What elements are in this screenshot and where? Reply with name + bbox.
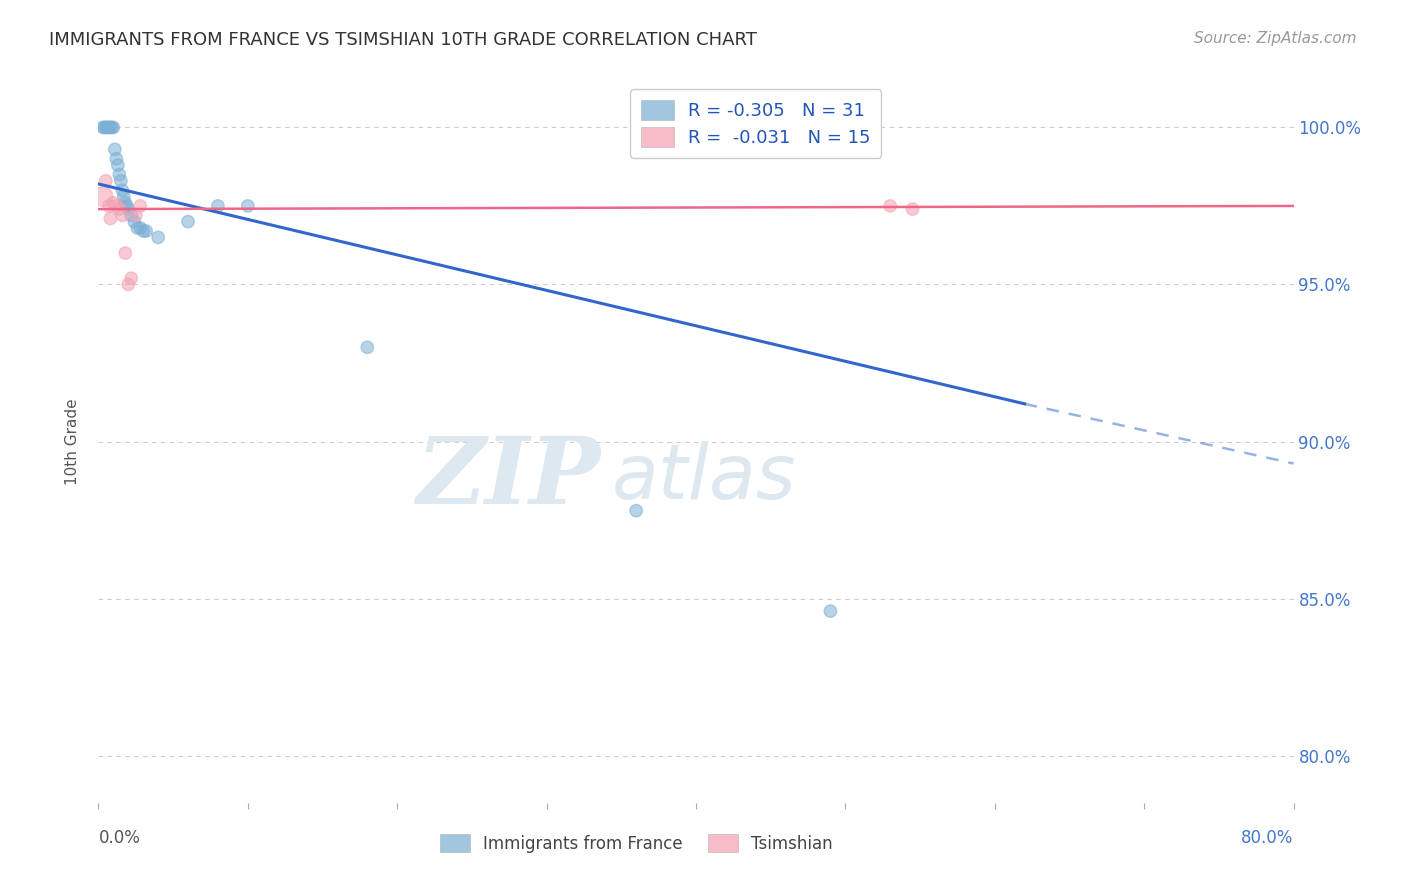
Point <box>103 195 125 210</box>
Point <box>94 174 117 188</box>
Point <box>117 277 139 292</box>
Point <box>108 202 131 216</box>
Text: IMMIGRANTS FROM FRANCE VS TSIMSHIAN 10TH GRADE CORRELATION CHART: IMMIGRANTS FROM FRANCE VS TSIMSHIAN 10TH… <box>49 31 756 49</box>
Point <box>94 120 117 135</box>
Point <box>97 120 120 135</box>
Text: 80.0%: 80.0% <box>1241 829 1294 847</box>
Point <box>98 120 122 135</box>
Point <box>132 224 155 238</box>
Point <box>879 199 901 213</box>
Point <box>107 158 129 172</box>
Point <box>127 221 149 235</box>
Point <box>110 174 132 188</box>
Point <box>105 199 128 213</box>
Point <box>120 271 142 285</box>
Point <box>96 120 118 135</box>
Point <box>98 211 122 226</box>
Point <box>820 604 842 618</box>
Point <box>901 202 924 216</box>
Text: 0.0%: 0.0% <box>98 829 141 847</box>
Point <box>104 142 127 156</box>
Point <box>111 183 134 197</box>
Point <box>115 199 138 213</box>
Point <box>101 120 124 135</box>
Legend: Immigrants from France, Tsimshian: Immigrants from France, Tsimshian <box>433 828 839 860</box>
Point <box>129 221 152 235</box>
Point <box>124 214 146 228</box>
Point <box>236 199 259 213</box>
Text: atlas: atlas <box>613 441 797 515</box>
Y-axis label: 10th Grade: 10th Grade <box>65 398 80 485</box>
Point <box>125 208 148 222</box>
Text: ZIP: ZIP <box>416 433 600 523</box>
Point <box>117 202 139 216</box>
Point <box>108 168 131 182</box>
Point <box>111 208 134 222</box>
Point <box>91 120 114 135</box>
Point <box>626 503 648 517</box>
Point <box>103 120 125 135</box>
Point <box>93 120 115 135</box>
Point <box>135 224 157 238</box>
Point <box>148 230 170 244</box>
Point <box>120 208 142 222</box>
Point <box>207 199 229 213</box>
Point <box>112 189 135 203</box>
Point <box>105 152 128 166</box>
Point <box>97 199 120 213</box>
Point <box>356 340 378 354</box>
Point <box>177 214 200 228</box>
Point <box>114 246 136 260</box>
Text: Source: ZipAtlas.com: Source: ZipAtlas.com <box>1194 31 1357 46</box>
Point <box>91 189 114 203</box>
Point <box>114 195 136 210</box>
Point <box>129 199 152 213</box>
